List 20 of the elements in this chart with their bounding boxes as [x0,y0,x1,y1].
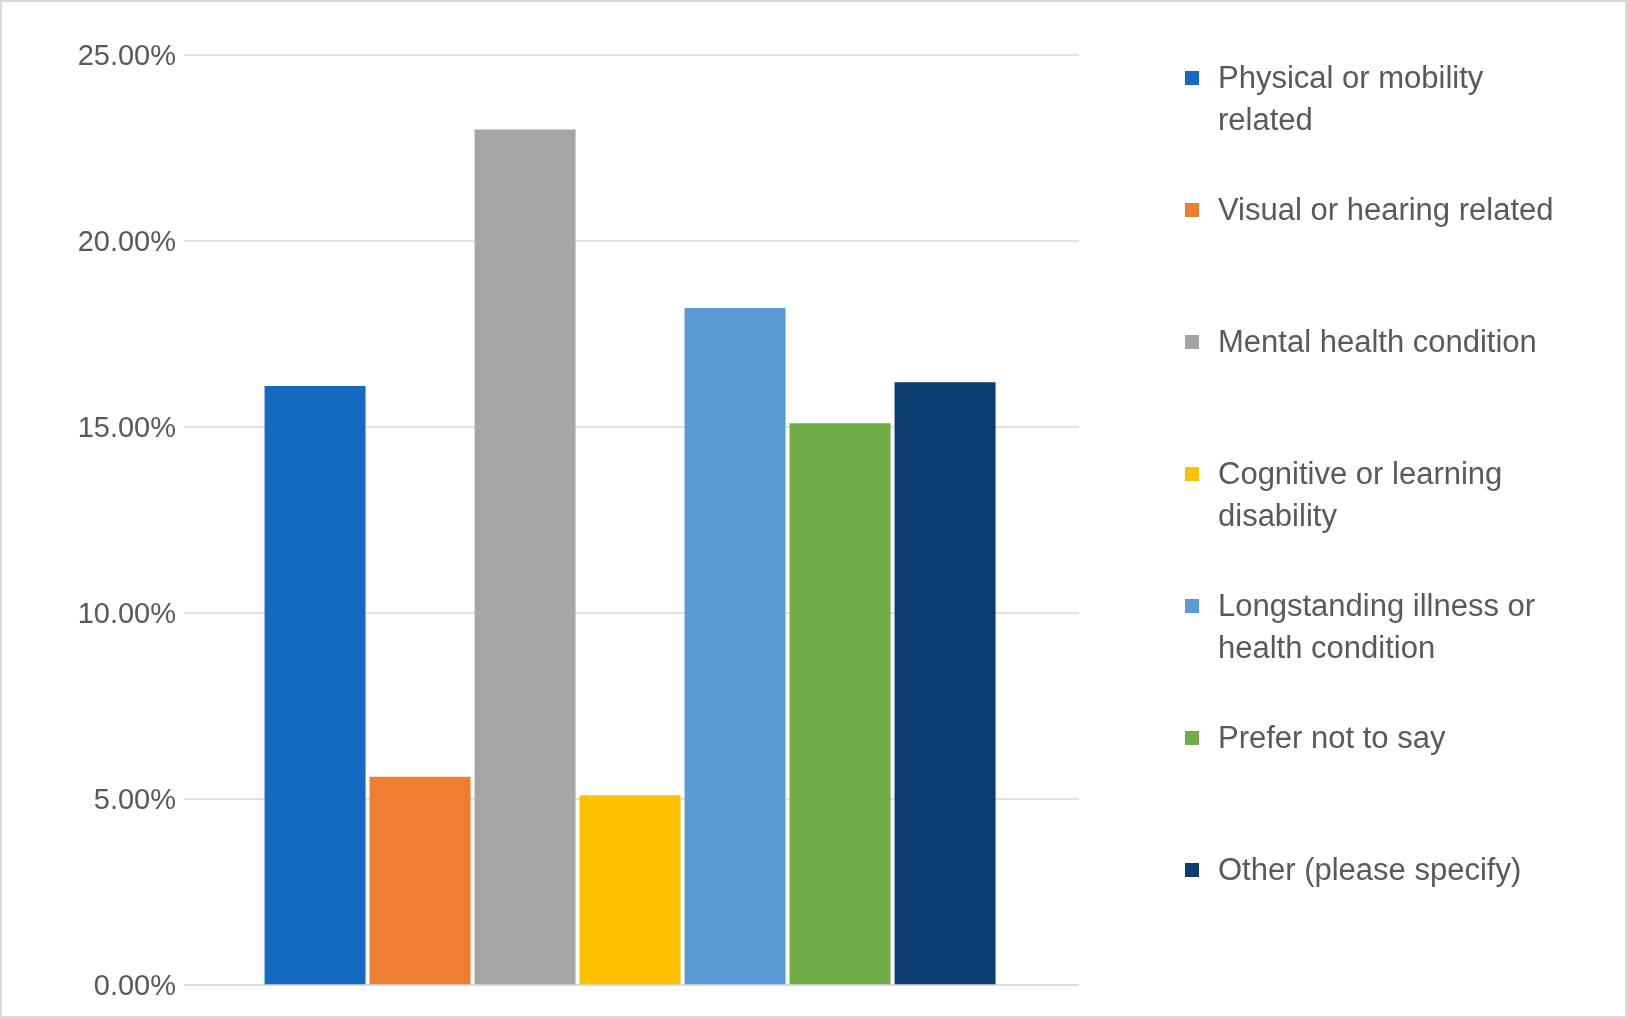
bar [894,382,996,985]
legend-label: Physical or mobility related [1218,59,1485,139]
bar [684,307,786,985]
y-tick-label: 10.00% [77,597,176,630]
bar [264,386,366,985]
y-tick-label: 15.00% [77,411,176,444]
y-tick-label: 5.00% [93,783,176,816]
legend-label: Visual or hearing related [1218,191,1555,229]
bar [789,423,891,985]
y-tick-label: 20.00% [77,225,176,258]
legend-label: Prefer not to say [1218,719,1447,757]
y-tick-label: 25.00% [77,39,176,72]
legend-label: Other (please specify) [1218,851,1523,889]
bar [369,776,471,985]
legend-label: Longstanding illness or health condition [1218,587,1537,667]
legend-label: Cognitive or learning disability [1218,455,1504,535]
legend-label: Mental health condition [1218,323,1538,361]
bar [474,129,576,985]
y-tick-label: 0.00% [93,969,176,1002]
bar [579,795,681,985]
